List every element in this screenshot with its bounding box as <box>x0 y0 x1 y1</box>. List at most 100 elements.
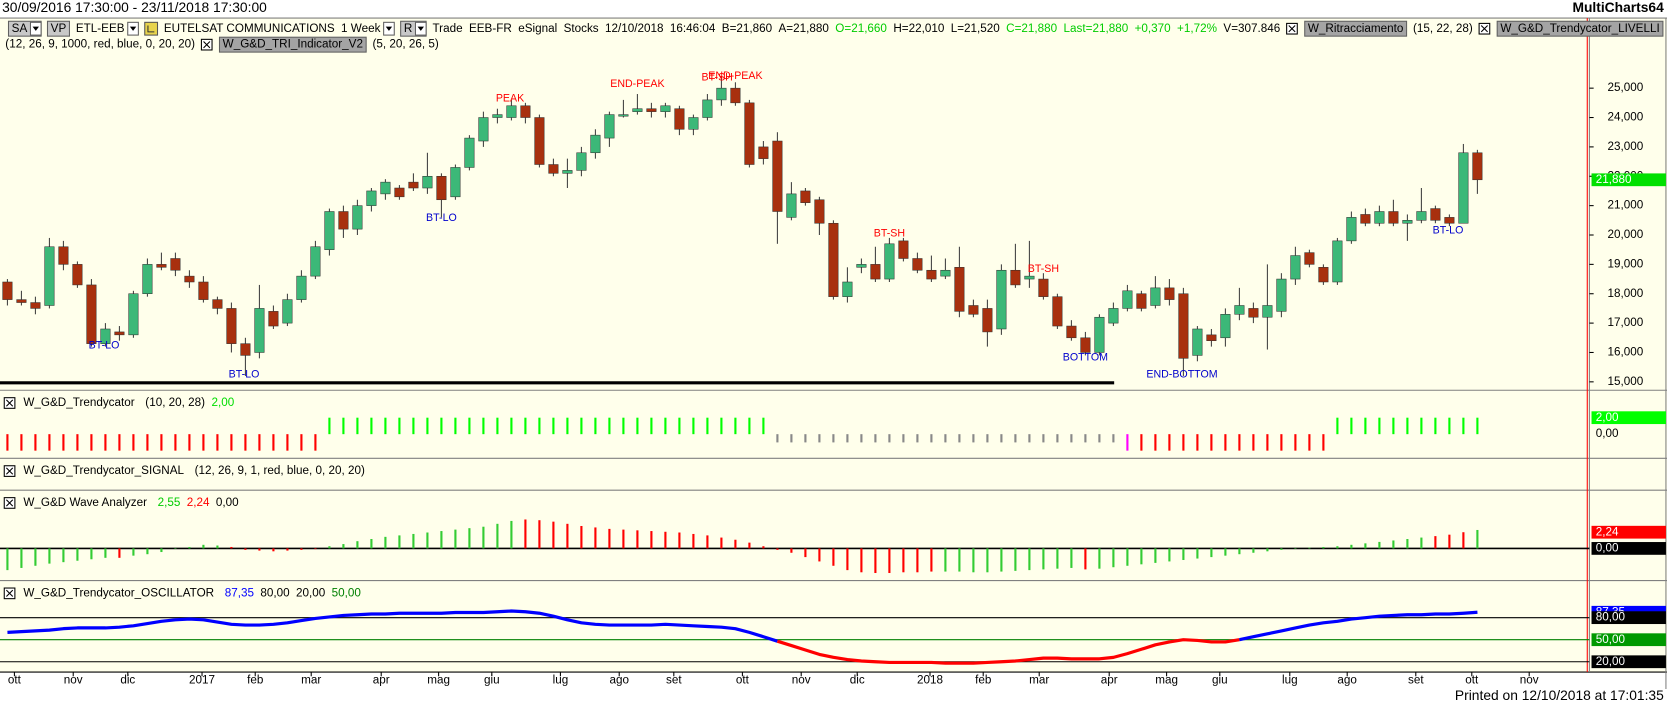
header-text[interactable]: R <box>404 22 412 35</box>
indicator-bar <box>1154 434 1157 451</box>
header-text[interactable]: SA <box>12 22 28 35</box>
candle-body <box>702 99 713 118</box>
indicator-bar <box>1070 434 1073 443</box>
indicator-bar <box>566 523 569 549</box>
candle-body <box>1066 325 1077 339</box>
header-text[interactable]: W_G&D_Trendycator_LIVELLI <box>1500 22 1659 35</box>
indicator-bar <box>258 548 261 551</box>
indicator-bar <box>286 548 289 551</box>
indicator-bar <box>762 546 765 549</box>
candle-body <box>1164 287 1175 300</box>
candle-body <box>898 240 909 259</box>
indicator-bar <box>1294 548 1297 549</box>
indicator-bar <box>1266 548 1269 552</box>
indicator-bar <box>426 417 429 435</box>
candle-body <box>72 264 83 286</box>
price-marker <box>1591 411 1666 425</box>
indicator-bar <box>720 537 723 549</box>
indicator-bar <box>1448 534 1451 549</box>
oscillator-line <box>7 609 778 643</box>
candle-body <box>618 114 629 117</box>
indicator-value: 2,55 <box>158 496 181 509</box>
header-button[interactable] <box>1496 20 1664 37</box>
header-button[interactable] <box>46 20 70 37</box>
candle-body <box>226 308 237 344</box>
pattern-label: BT-LO <box>89 340 120 352</box>
toolbar-icon-mark <box>147 25 155 33</box>
price-marker-label: 20,00 <box>1596 655 1626 668</box>
indicator-bar <box>482 526 485 549</box>
candle-body <box>142 264 153 295</box>
indicator-bar <box>1140 434 1143 451</box>
x-tick-label: 2017 <box>189 674 215 687</box>
dropdown-arrow <box>32 26 39 31</box>
candle-body <box>576 152 587 171</box>
indicator-bar <box>1252 434 1255 451</box>
toolbar-icon[interactable] <box>144 21 159 36</box>
pattern-label: END-PEAK <box>610 78 664 90</box>
indicator-bar <box>1056 434 1059 443</box>
indicator-bar <box>1084 434 1087 443</box>
pattern-label: END-PEAK <box>708 70 762 82</box>
indicator-bar <box>1336 417 1339 435</box>
candle-body <box>44 246 55 306</box>
candle-body <box>1374 211 1385 224</box>
candle-body <box>1248 308 1259 318</box>
candle-body <box>940 269 951 277</box>
candle-body <box>1094 316 1105 353</box>
indicator-value: 80,00 <box>260 586 290 599</box>
indicator-bar <box>440 417 443 435</box>
y-tick-label: 17,000 <box>1607 316 1643 329</box>
header-text[interactable]: W_G&D_TRI_Indicator_V2 <box>223 38 363 51</box>
header-text[interactable]: ETL-EEB <box>76 22 125 35</box>
header-text[interactable]: W_Ritracciamento <box>1308 22 1404 35</box>
indicator-bar <box>1098 434 1101 443</box>
indicator-bar <box>888 548 891 574</box>
indicator-bar <box>538 417 541 435</box>
header-text[interactable]: VP <box>51 22 67 35</box>
indicator-bar <box>818 434 821 443</box>
candle-body <box>744 102 755 165</box>
indicator-bar <box>370 539 373 549</box>
indicator-bar <box>230 434 233 451</box>
candle-body <box>674 108 685 130</box>
indicator-bar <box>76 434 79 451</box>
candle-body <box>58 246 69 265</box>
candle-body <box>1430 208 1441 221</box>
candle-body <box>128 293 139 336</box>
indicator-bar <box>622 529 625 549</box>
price-marker <box>1591 633 1666 647</box>
indicator-bar <box>1476 417 1479 435</box>
indicator-bar <box>62 548 65 563</box>
indicator-bar <box>188 434 191 451</box>
indicator-title: W_G&D_Trendycator_OSCILLATOR <box>23 586 214 599</box>
indicator-bar <box>258 434 261 451</box>
indicator-value: 2,00 <box>211 396 234 409</box>
indicator-bar <box>454 529 457 549</box>
indicator-bar <box>818 548 821 562</box>
candle-body <box>492 114 503 118</box>
header-button[interactable] <box>218 36 367 53</box>
candle-body <box>1304 252 1315 265</box>
indicator-bar <box>384 536 387 549</box>
header-button[interactable] <box>1304 20 1408 37</box>
indicator-bar <box>1294 434 1297 451</box>
indicator-bar <box>972 434 975 443</box>
indicator-bar <box>20 548 23 568</box>
indicator-bar <box>916 548 919 573</box>
indicator-bar <box>524 417 527 435</box>
indicator-bar <box>846 434 849 443</box>
indicator-bar <box>34 548 37 566</box>
pattern-label: PEAK <box>496 93 524 105</box>
indicator-params: (10, 20, 28) <box>145 396 205 409</box>
indicator-bar <box>1364 417 1367 435</box>
indicator-bar <box>734 539 737 549</box>
indicator-bar <box>216 545 219 549</box>
header-text[interactable]: 1 Week <box>341 22 381 35</box>
indicator-bar <box>146 434 149 451</box>
x-tick-label: nov <box>64 674 83 687</box>
indicator-value: 0,00 <box>216 496 239 509</box>
y-tick-label: 23,000 <box>1607 140 1643 153</box>
candle-body <box>380 181 391 195</box>
